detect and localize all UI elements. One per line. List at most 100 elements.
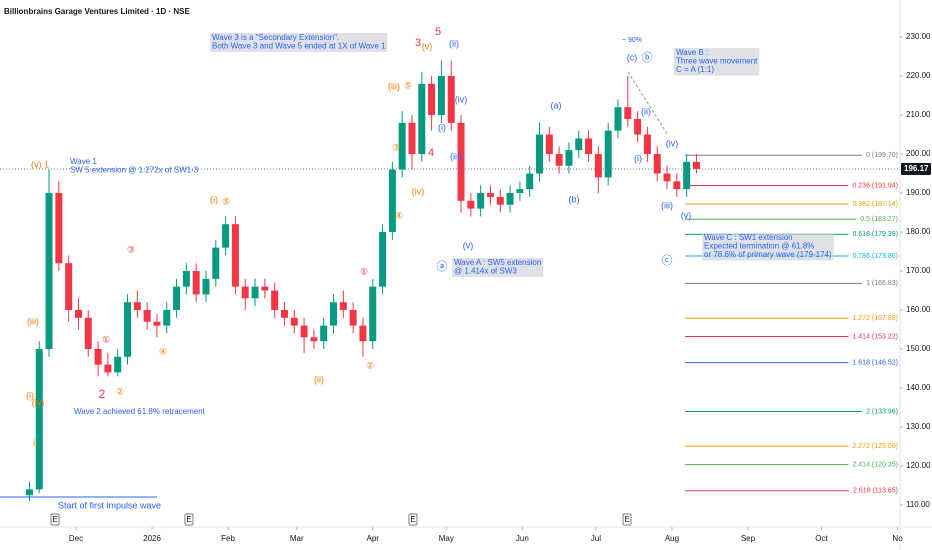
candle-body [153,321,161,326]
candle-body [55,193,63,264]
wave-label: (v) [681,210,692,220]
note-text: Wave C : SW1 extension [704,233,793,242]
candle-body [526,173,534,190]
note-box [674,48,760,76]
x-tick-label: Aug [665,534,679,543]
wave-label: ⑤ [222,196,230,206]
candle-body [84,317,92,350]
candle-body [477,193,485,209]
chart-title: Billionbrains Garage Ventures Limited · … [4,7,190,16]
wave-label: ⓒ [662,254,673,267]
fib-label: 2.414 (120.35) [852,461,898,468]
wave-label: (v) 1 [31,159,49,169]
candle-body [104,364,112,373]
wave-label: (v) [463,240,474,250]
candle-body [496,196,504,205]
candle-body [624,107,632,119]
y-tick-label: 210.00 [906,110,931,119]
note-text: or 78.6% of primary wave (179-174) [704,250,832,259]
wave-label: ④ [395,210,403,220]
x-tick-label: Sep [741,534,756,543]
candle-body [133,302,141,311]
candle-body [398,122,406,170]
candle-body [231,224,239,287]
candle-body [35,349,43,490]
candle-body [428,83,436,116]
fib-label: 1.414 (153.22) [852,333,898,340]
candle-body [271,290,279,311]
earnings-marker: E [410,515,415,524]
candle-body [212,247,220,279]
candle-body [261,286,269,291]
x-tick-label: May [439,534,454,543]
y-tick-label: 200.00 [906,149,931,158]
candle-body [192,271,200,295]
wave-label: ③ [392,142,400,152]
wave-label: (ii) [314,374,324,384]
y-tick-label: 110.00 [906,500,930,509]
x-tick-label: Mar [290,534,304,543]
wave-label: (iv) [412,186,425,196]
candle-body [290,317,298,326]
note-box [702,233,834,261]
candle-body [408,122,416,155]
wave-label: 5 [435,26,441,38]
candle-body [447,76,455,123]
candle-body [653,154,661,174]
candle-body [349,310,357,326]
wave-label: (v) [422,41,433,51]
candle-body [339,302,347,311]
wave-label: (c) [627,52,638,62]
candle-body [418,83,426,155]
note-box [452,258,544,277]
note-text: Both Wave 3 and Wave 5 ended at 1X of Wa… [212,42,386,51]
candle-body [173,286,181,311]
x-tick-label: Oct [815,534,828,543]
note-text: Start of first impulse wave [58,500,161,510]
wave-label: ④ [159,346,167,356]
candle-body [251,286,259,299]
candle-body [300,325,308,338]
fib-label: 0.618 (179.39) [852,231,898,238]
candle-body [643,134,651,155]
candle-body [634,118,642,135]
note: Wave A : SW5 extension@ 1.414x of SW3 [452,258,544,277]
wave-label: (iii) [450,151,462,161]
candle-body [94,349,102,365]
fib-label: 0.786 (173.86) [852,253,898,260]
candle-body [437,76,445,116]
wave-label: (i) [210,194,218,204]
earnings-box [622,513,632,526]
note: Wave 1SW 5 extension @ 1.272x of SW1-3 [70,157,199,175]
x-tick-label: 2026 [143,534,161,543]
x-tick-label: Feb [221,534,235,543]
candle-body [565,150,573,166]
candle-body [114,356,122,373]
candle-body [241,286,249,299]
candle-body [182,271,190,287]
trend-dash [627,71,669,136]
last-price-tag [901,162,931,175]
y-tick-label: 230.00 [906,32,931,41]
candle-body [330,302,338,326]
wave-label: (b) [569,194,580,204]
wave-label: 3 [415,37,421,49]
wave-label: (i) [26,390,34,400]
fib-label: 1.272 (157.89) [852,315,898,322]
wave-label: ii [33,437,37,447]
wave-label: (ii) [449,38,459,48]
last-price-label: 196.17 [904,164,929,173]
y-tick-label: 150.00 [906,344,931,353]
earnings-box [184,513,194,526]
earnings-marker: E [624,515,629,524]
note-text: C = A (1:1) [676,65,714,74]
y-tick-label: 170.00 [906,266,931,275]
note: Wave 2 achieved 61.8% retracement [74,407,206,416]
note-text: Three wave movement [676,57,758,66]
wave-label: ② [116,386,124,396]
y-tick-label: 190.00 [906,188,931,197]
wave-label: ③ [127,244,135,254]
wave-label: ② [366,360,374,370]
earnings-box [408,513,418,526]
candle-body [310,337,318,342]
